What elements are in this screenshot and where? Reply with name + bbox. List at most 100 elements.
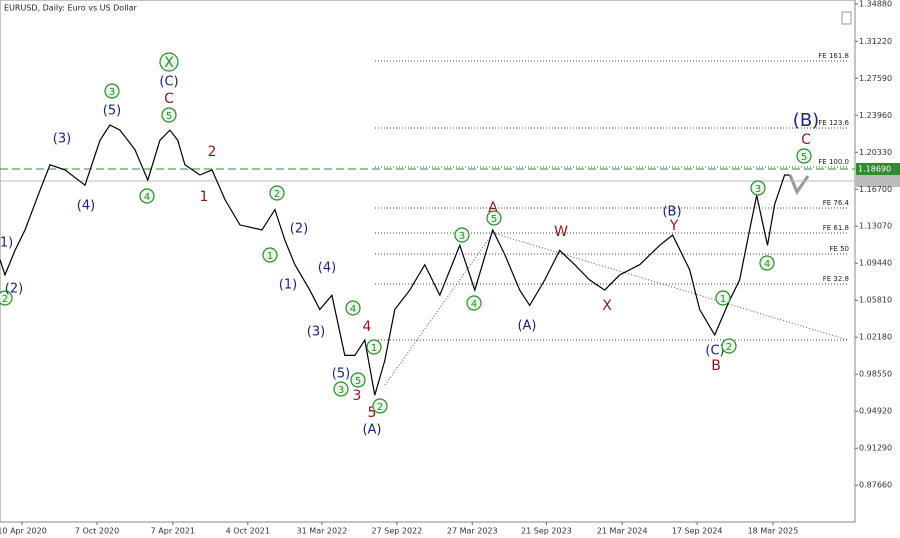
x-tick-label: 10 Apr 2020	[0, 527, 47, 536]
wave-label: A	[488, 200, 498, 216]
y-tick-label: 1.27590	[859, 74, 892, 83]
wave-label: 3	[353, 388, 362, 404]
fibo-label: FE 123.6	[818, 119, 849, 127]
wave-circle	[104, 83, 120, 99]
wave-label: 1	[720, 294, 726, 305]
wave-label: 3	[459, 231, 465, 242]
wave-label: 2	[274, 189, 280, 200]
wave-label: (4)	[318, 261, 336, 276]
chart-title: EURUSD, Daily: Euro vs US Dollar	[4, 4, 138, 13]
x-tick-label: 21 Sep 2023	[521, 527, 572, 536]
y-tick-label: 1.31220	[859, 37, 892, 46]
wave-label: B	[711, 358, 721, 374]
wave-label: 4	[363, 319, 372, 335]
fibo-label: FE 50	[829, 245, 849, 253]
fibo-label: FE 76.4	[823, 199, 850, 207]
wave-label: (4)	[77, 199, 95, 214]
wave-circle	[350, 372, 366, 388]
y-tick-label: 1.16700	[859, 185, 892, 194]
wave-label: (C)	[159, 75, 178, 90]
fibo-label: FE 161.8	[818, 52, 849, 60]
wave-label: (A)	[517, 319, 536, 334]
y-tick-label: 1.23960	[859, 111, 892, 120]
wave-circle	[759, 255, 775, 271]
wave-label: 1	[267, 251, 273, 262]
wave-circle	[269, 185, 285, 201]
y-tick-label: 1.02180	[859, 333, 892, 342]
wave-circle	[486, 210, 502, 226]
y-tick-label: 0.91290	[859, 444, 892, 453]
plot-frame	[0, 0, 856, 523]
x-tick-label: 27 Mar 2023	[447, 527, 498, 536]
wave-label: X	[164, 55, 174, 71]
wave-circle	[139, 188, 155, 204]
y-tick-label: 1.13070	[859, 222, 892, 231]
wave-label: 5	[166, 111, 172, 122]
wave-circle	[466, 295, 482, 311]
wave-label: Y	[669, 218, 679, 234]
wave-label: 2	[2, 294, 8, 305]
wave-label: 4	[144, 192, 150, 203]
wave-label: 2	[208, 144, 217, 160]
wave-label: 5	[368, 405, 377, 421]
wave-label: X	[602, 298, 612, 314]
wave-label: (3)	[53, 132, 71, 147]
y-tick-label: 0.87660	[859, 481, 892, 490]
x-tick-label: 18 Mar 2025	[748, 527, 799, 536]
ask-box	[856, 175, 900, 187]
wave-label: (1)	[0, 236, 13, 251]
wave-label: C	[801, 132, 811, 148]
y-tick-label: 0.98550	[859, 370, 892, 379]
wave-label: 3	[338, 385, 344, 396]
wave-label: W	[554, 224, 568, 240]
trend-line	[384, 232, 494, 386]
wave-circle	[345, 300, 361, 316]
y-tick-label: 1.34880	[859, 0, 892, 8]
panel-icon	[841, 11, 852, 25]
wave-label: 3	[109, 87, 115, 98]
x-tick-label: 7 Oct 2020	[75, 527, 119, 536]
wave-label: (3)	[307, 325, 325, 340]
y-tick-label: 1.20330	[859, 148, 892, 157]
wave-label: (2)	[5, 282, 23, 297]
x-tick-label: 21 Mar 2024	[597, 527, 648, 536]
y-tick-label: 0.94920	[859, 407, 892, 416]
wave-label: 3	[755, 184, 761, 195]
current-price-label: 1.18690	[858, 164, 891, 173]
wave-label: 5	[491, 214, 497, 225]
wave-circle	[333, 381, 349, 397]
x-tick-label: 4 Oct 2021	[226, 527, 270, 536]
wave-label: 4	[471, 299, 477, 310]
wave-circle	[372, 398, 388, 414]
x-tick-label: 7 Apr 2021	[151, 527, 195, 536]
wave-label: (1)	[279, 278, 297, 293]
wave-label: 4	[350, 304, 356, 315]
wave-label: (5)	[332, 367, 350, 382]
y-tick-label: 1.05810	[859, 296, 892, 305]
wave-circle	[262, 247, 278, 263]
wave-circle	[721, 338, 737, 354]
fibo-label: FE 61.8	[823, 224, 849, 232]
wave-circle	[366, 339, 382, 355]
wave-label: 5	[355, 376, 361, 387]
wave-circle	[454, 227, 470, 243]
wave-label: 5	[801, 152, 807, 163]
x-tick-label: 17 Sep 2024	[672, 527, 723, 536]
x-tick-label: 27 Sep 2022	[372, 527, 423, 536]
current-price-box	[856, 162, 900, 175]
wave-label: 4	[764, 259, 770, 270]
wave-label: (2)	[290, 222, 308, 237]
wave-label: 1	[200, 189, 209, 205]
wave-label: 1	[371, 343, 377, 354]
fibo-label: FE 100.0	[818, 158, 849, 166]
wave-circle	[161, 107, 177, 123]
wave-label: (B)	[662, 205, 681, 220]
price-line	[0, 124, 790, 396]
wave-circle	[0, 290, 13, 306]
wave-label: (5)	[103, 104, 121, 119]
wave-label: C	[164, 91, 174, 107]
wave-label: 2	[377, 402, 383, 413]
wave-circle	[750, 180, 766, 196]
fibo-label: FE 32.8	[823, 275, 849, 283]
